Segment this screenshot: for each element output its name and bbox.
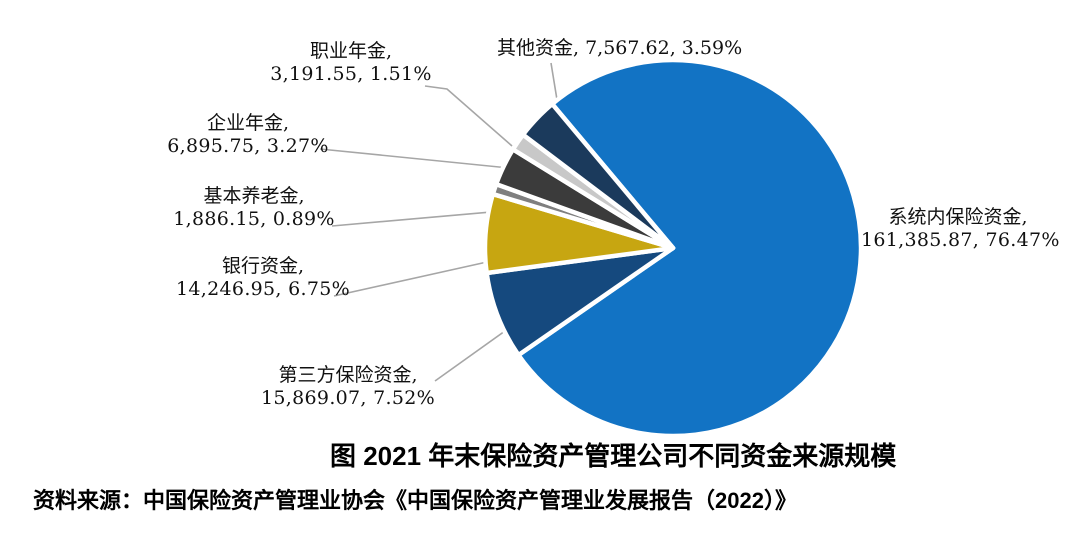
pie-slice-0 <box>516 57 864 439</box>
pie-slice-6 <box>520 101 676 251</box>
label-bank-funds-value: 14,246.95, 6.75% <box>176 278 350 300</box>
leader-line <box>319 148 520 170</box>
label-occupational-annuity-value: 3,191.55, 1.51% <box>270 63 432 85</box>
label-other-funds: 其他资金, 7,567.62, 3.59% <box>497 37 742 60</box>
label-enterprise-annuity: 企业年金, 6,895.75, 3.27% <box>166 112 330 158</box>
label-occupational-annuity: 职业年金, 3,191.55, 1.51% <box>270 40 432 86</box>
leader-line <box>331 209 515 227</box>
label-basic-pension-name: 基本养老金, <box>203 185 305 207</box>
label-occupational-annuity-name: 职业年金, <box>309 40 393 62</box>
label-third-party-insurance-value: 15,869.07, 7.52% <box>261 387 435 409</box>
label-basic-pension: 基本养老金, 1,886.15, 0.89% <box>172 185 336 231</box>
label-bank-funds-name: 银行资金, <box>221 255 305 277</box>
label-third-party-insurance: 第三方保险资金, 15,869.07, 7.52% <box>256 364 440 410</box>
label-system-insurance-name: 系统内保险资金, <box>888 206 1028 228</box>
label-system-insurance-value: 161,385.87, 76.47% <box>861 229 1060 251</box>
label-basic-pension-value: 1,886.15, 0.89% <box>173 208 335 230</box>
leader-line <box>333 259 497 297</box>
label-system-insurance: 系统内保险资金, 161,385.87, 76.47% <box>861 206 1060 252</box>
leader-line <box>424 85 513 147</box>
label-third-party-insurance-name: 第三方保险资金, <box>278 364 418 386</box>
label-enterprise-annuity-value: 6,895.75, 3.27% <box>167 135 329 157</box>
label-bank-funds: 银行资金, 14,246.95, 6.75% <box>175 255 351 301</box>
label-enterprise-annuity-name: 企业年金, <box>206 112 290 134</box>
label-other-funds-text: 其他资金, 7,567.62, 3.59% <box>497 37 743 59</box>
figure-source: 资料来源：中国保险资产管理业协会《中国保险资产管理业发展报告（2022）》 <box>33 488 797 513</box>
figure-title: 图 2021 年末保险资产管理公司不同资金来源规模 <box>330 441 897 471</box>
